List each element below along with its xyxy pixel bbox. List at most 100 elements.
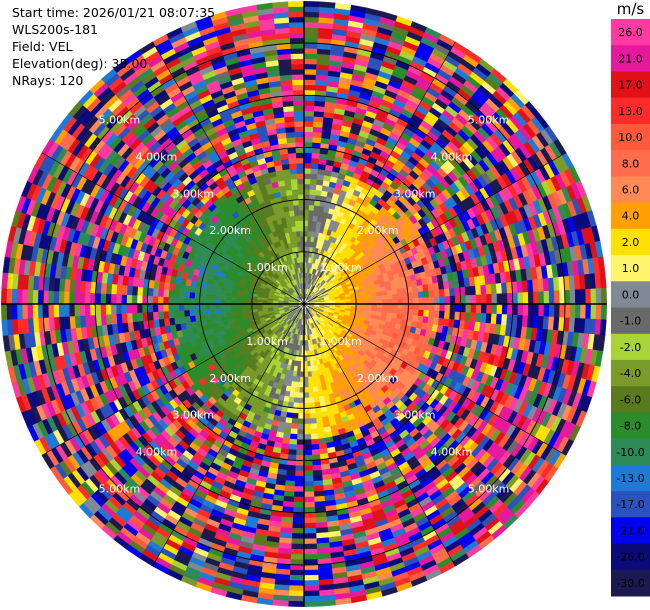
velocity-gate — [303, 600, 321, 607]
velocity-gate — [303, 449, 313, 456]
velocity-gate — [512, 303, 519, 316]
velocity-gate — [585, 288, 592, 305]
velocity-gate — [495, 313, 503, 325]
velocity-gate — [121, 303, 127, 314]
velocity-gate — [548, 290, 555, 305]
velocity-gate — [303, 183, 311, 190]
velocity-gate — [599, 272, 607, 289]
velocity-gate — [27, 289, 34, 305]
velocity-gate — [189, 315, 196, 323]
velocity-gate — [294, 386, 300, 393]
velocity-gate — [417, 309, 425, 317]
velocity-gate — [303, 595, 320, 602]
velocity-gate — [63, 291, 70, 305]
velocity-gate — [303, 548, 318, 555]
velocity-gate — [303, 79, 316, 86]
velocity-gate — [84, 292, 91, 305]
velocity-gate — [303, 423, 312, 435]
velocity-gate — [312, 469, 323, 477]
velocity-gate — [147, 303, 154, 313]
velocity-gate — [412, 285, 419, 293]
velocity-gate — [68, 303, 75, 317]
velocity-gate — [178, 290, 185, 298]
velocity-gate — [580, 303, 587, 319]
velocity-gate — [205, 313, 212, 320]
velocity-gate — [293, 501, 305, 508]
velocity-gate — [303, 439, 312, 446]
velocity-gate — [303, 517, 316, 524]
velocity-gate — [168, 310, 175, 319]
velocity-gate — [289, 433, 298, 440]
velocity-gate — [136, 295, 143, 305]
velocity-gate — [303, 11, 320, 18]
velocity-gate — [157, 303, 164, 312]
velocity-gate — [303, 42, 318, 49]
velocity-gate — [303, 89, 316, 96]
velocity-gate — [136, 312, 144, 322]
velocity-gate — [303, 538, 317, 545]
velocity-gate — [58, 316, 71, 330]
velocity-gate — [115, 293, 122, 305]
velocity-gate — [303, 444, 312, 451]
velocity-gate — [42, 290, 49, 305]
velocity-gate — [315, 184, 324, 191]
velocity-gate — [121, 313, 128, 324]
velocity-gate — [309, 189, 317, 196]
velocity-gate — [110, 313, 118, 325]
velocity-gate — [481, 303, 487, 314]
velocity-gate — [220, 307, 232, 313]
velocity-gate — [428, 310, 440, 319]
velocity-gate — [595, 303, 602, 320]
velocity-gate — [543, 290, 550, 305]
velocity-gate — [209, 303, 216, 310]
velocity-gate — [152, 303, 159, 313]
velocity-gate — [308, 204, 315, 211]
velocity-gate — [32, 289, 39, 305]
velocity-gate — [74, 303, 81, 317]
velocity-gate — [548, 303, 555, 318]
velocity-gate — [313, 110, 325, 118]
velocity-gate — [418, 296, 435, 305]
velocity-gate — [507, 292, 514, 305]
velocity-gate — [162, 303, 169, 312]
velocity-gate — [475, 285, 482, 296]
velocity-gate — [319, 599, 336, 607]
velocity-gate — [94, 303, 101, 316]
velocity-gate — [303, 559, 318, 566]
velocity-gate — [303, 74, 317, 81]
velocity-gate — [480, 284, 487, 295]
velocity-gate — [287, 449, 297, 456]
velocity-gate — [27, 303, 34, 319]
velocity-gate — [295, 381, 301, 388]
velocity-gate — [297, 423, 305, 430]
velocity-gate — [439, 296, 446, 305]
velocity-gate — [473, 275, 486, 287]
velocity-gate — [533, 291, 540, 305]
velocity-gate — [311, 449, 321, 456]
velocity-gate — [58, 303, 70, 318]
velocity-gate — [6, 288, 13, 305]
velocity-gate — [303, 110, 315, 117]
velocity-gate — [323, 101, 337, 114]
velocity-gate — [491, 303, 498, 315]
velocity-gate — [312, 131, 323, 139]
velocity-gate — [48, 290, 54, 305]
velocity-gate — [303, 121, 314, 127]
velocity-gate — [573, 318, 586, 334]
velocity-gate — [284, 417, 293, 424]
velocity-gate — [285, 469, 296, 477]
velocity-gate — [423, 310, 430, 318]
velocity-gate — [574, 303, 581, 319]
velocity-gate — [283, 495, 295, 503]
velocity-gate — [434, 303, 440, 312]
velocity-gate — [559, 303, 566, 318]
velocity-gate — [538, 291, 545, 305]
velocity-gate — [131, 285, 139, 296]
velocity-gate — [1, 272, 9, 289]
velocity-gate — [37, 289, 44, 305]
velocity-gate — [183, 303, 195, 311]
velocity-gate — [189, 309, 196, 317]
velocity-gate — [303, 147, 313, 154]
velocity-gate — [89, 303, 96, 316]
velocity-gate — [285, 412, 293, 419]
